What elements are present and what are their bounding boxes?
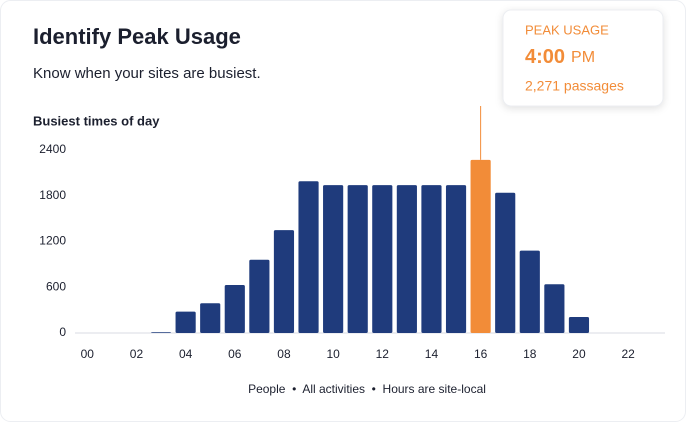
bar — [445, 185, 467, 333]
x-tick-label: 06 — [228, 347, 242, 361]
x-tick-label: 00 — [81, 347, 95, 361]
footnote: People • All activities • Hours are site… — [248, 382, 486, 396]
chart-subtitle: Know when your sites are busiest. — [33, 65, 261, 82]
x-tick-label: 16 — [474, 347, 488, 361]
bar — [396, 185, 417, 333]
bar — [224, 284, 245, 333]
y-tick-label: 2400 — [39, 142, 66, 156]
y-axis-title: Busiest times of day — [33, 113, 160, 128]
bar — [249, 259, 270, 333]
x-tick-label: 20 — [572, 347, 586, 361]
tooltip-time-value: 4:00 — [525, 46, 565, 68]
bar — [495, 192, 516, 333]
bar — [200, 303, 221, 333]
bar — [323, 185, 344, 333]
tooltip-label: PEAK USAGE — [525, 22, 609, 37]
x-tick-label: 02 — [130, 347, 144, 361]
x-tick-label: 14 — [425, 347, 439, 361]
chart-title: Identify Peak Usage — [33, 24, 241, 49]
y-tick-label: 600 — [46, 279, 66, 293]
y-tick-label: 1800 — [39, 188, 66, 202]
bar — [470, 159, 491, 333]
x-tick-label: 12 — [376, 347, 390, 361]
y-tick-label: 1200 — [39, 234, 66, 248]
bar — [175, 311, 196, 333]
bar — [372, 185, 393, 333]
tooltip-time: 4:00 PM — [525, 46, 595, 68]
bar — [298, 181, 319, 333]
x-tick-label: 18 — [523, 347, 537, 361]
bar — [544, 284, 565, 333]
bar — [150, 332, 172, 333]
bar — [273, 230, 295, 333]
x-tick-label: 10 — [326, 347, 340, 361]
x-tick-label: 08 — [277, 347, 291, 361]
tooltip-meridiem: PM — [571, 49, 595, 66]
tooltip-box — [502, 9, 664, 107]
tooltip-detail: 2,271 passages — [525, 78, 624, 94]
bar — [347, 185, 368, 333]
bar — [568, 316, 590, 333]
bar — [519, 250, 540, 333]
x-tick-label: 22 — [621, 347, 635, 361]
y-tick-label: 0 — [59, 325, 66, 339]
bar — [421, 185, 442, 333]
x-tick-label: 04 — [179, 347, 193, 361]
